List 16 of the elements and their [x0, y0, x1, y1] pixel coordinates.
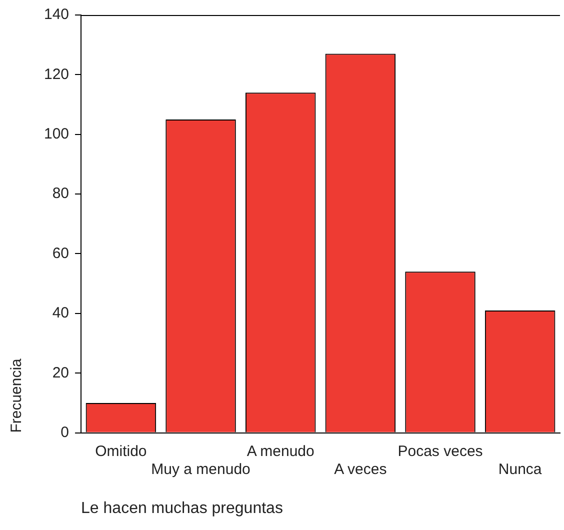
x-axis-title: Le hacen muchas preguntas: [81, 500, 283, 517]
y-tick-label: 0: [60, 424, 70, 441]
y-tick-label: 60: [52, 244, 70, 262]
x-tick-label: A menudo: [246, 442, 314, 460]
y-tick-label: 140: [44, 6, 70, 24]
y-tick-label: 80: [52, 185, 70, 202]
x-tick-label: Nunca: [498, 460, 542, 478]
y-tick-label: 40: [52, 304, 70, 322]
x-tick-label: Muy a menudo: [151, 460, 250, 478]
x-tick-label: A veces: [334, 460, 387, 478]
y-tick-label: 20: [52, 364, 70, 382]
x-tick-label: Omitido: [95, 442, 147, 460]
y-axis-title: Frecuencia: [8, 358, 26, 433]
y-tick-label: 120: [44, 66, 70, 83]
x-tick-label: Pocas veces: [398, 442, 483, 460]
y-tick-label: 100: [44, 126, 70, 143]
